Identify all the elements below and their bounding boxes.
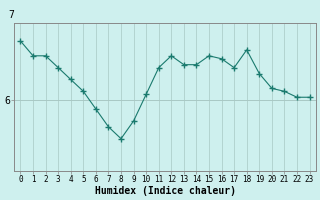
Text: 7: 7 xyxy=(8,10,14,20)
X-axis label: Humidex (Indice chaleur): Humidex (Indice chaleur) xyxy=(94,186,236,196)
